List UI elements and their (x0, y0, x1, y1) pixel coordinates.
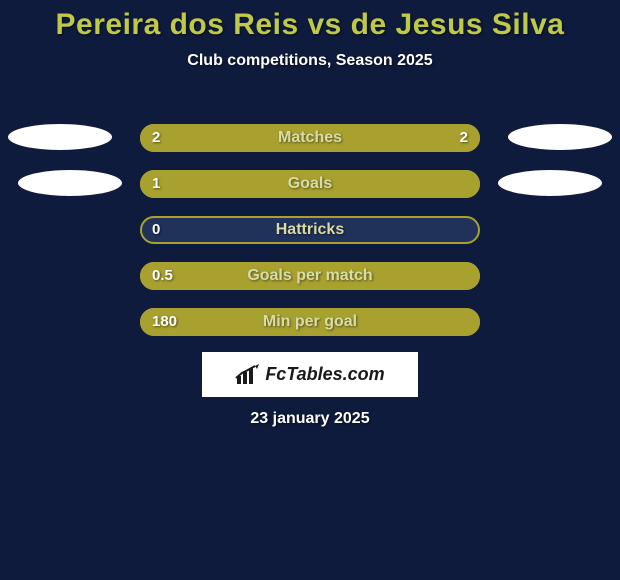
metric-row: Matches2 2 (0, 124, 620, 152)
metric-value-left: 0.5 (152, 262, 173, 290)
metric-row: Hattricks0 (0, 216, 620, 244)
metric-row: Goals1 (0, 170, 620, 198)
metric-label: Min per goal (140, 308, 480, 336)
metric-value-left: 1 (152, 170, 160, 198)
metric-row: Goals per match0.5 (0, 262, 620, 290)
metric-label: Hattricks (140, 216, 480, 244)
player-avatar-left (8, 124, 112, 150)
metric-label: Matches (140, 124, 480, 152)
brand-chart-icon (235, 364, 261, 386)
date-text: 23 january 2025 (0, 410, 620, 428)
title: Pereira dos Reis vs de Jesus Silva (0, 0, 620, 42)
comparison-card: Pereira dos Reis vs de Jesus Silva Club … (0, 0, 620, 580)
subtitle: Club competitions, Season 2025 (0, 52, 620, 70)
brand-text: FcTables.com (265, 364, 384, 385)
metric-label: Goals per match (140, 262, 480, 290)
brand-box: FcTables.com (202, 352, 418, 397)
player-avatar-right (498, 170, 602, 196)
player-avatar-left (18, 170, 122, 196)
metric-value-left: 0 (152, 216, 160, 244)
metric-value-left: 2 (152, 124, 160, 152)
player-avatar-right (508, 124, 612, 150)
metric-rows: Matches2 2 Goals1 Hattricks0 Goals per match… (0, 124, 620, 354)
metric-label: Goals (140, 170, 480, 198)
metric-row: Min per goal180 (0, 308, 620, 336)
metric-value-right: 2 (460, 124, 468, 152)
metric-value-left: 180 (152, 308, 177, 336)
